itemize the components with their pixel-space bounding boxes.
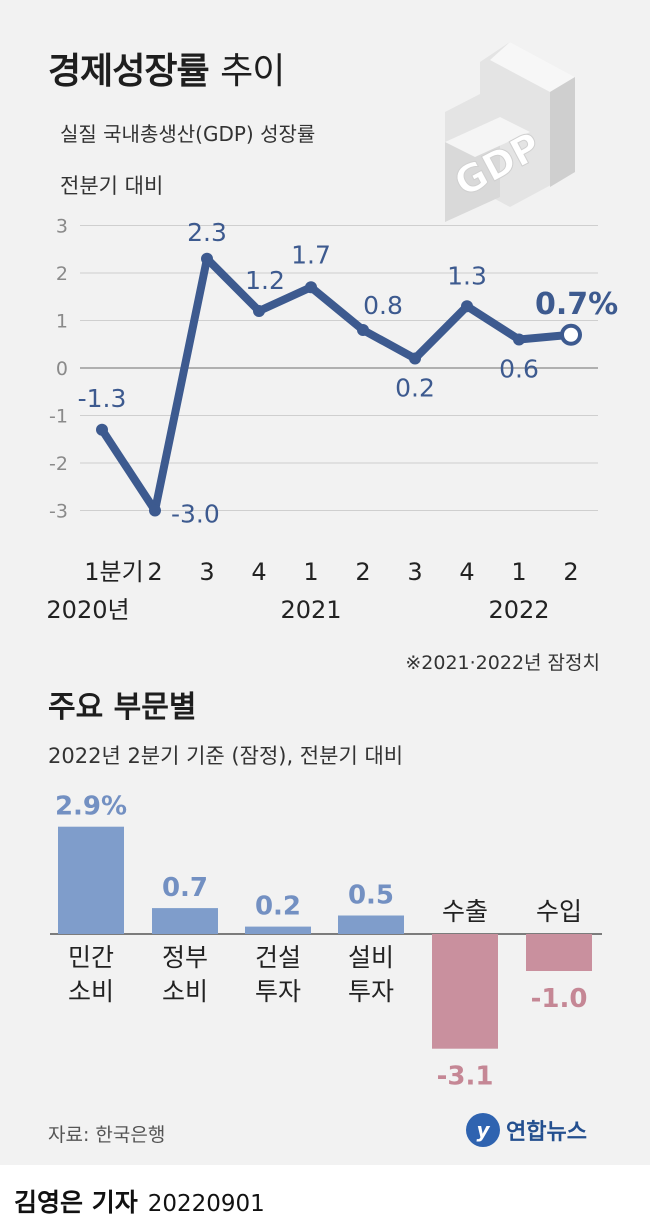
x-tick-label: 4 — [251, 558, 266, 586]
bar-category-label: 민간 — [68, 943, 114, 972]
bar-value-label: -3.1 — [437, 1062, 494, 1092]
data-label: 1.3 — [447, 261, 487, 290]
yonhap-logo-text: 연합뉴스 — [506, 1120, 587, 1145]
bar — [245, 926, 311, 934]
x-tick-label: 4 — [459, 558, 474, 586]
data-label: 0.7% — [535, 287, 618, 322]
unit-label: 전분기 대비 — [60, 174, 164, 198]
year-label: 2022 — [488, 596, 549, 624]
bar-category-label: 수입 — [536, 897, 582, 926]
bar-category-label: 설비 — [348, 943, 394, 972]
y-tick-label: -1 — [49, 406, 68, 428]
data-point — [560, 323, 582, 346]
bar — [58, 826, 124, 934]
y-tick-label: 1 — [56, 311, 68, 333]
bar — [432, 934, 498, 1049]
bar-category-label: 투자 — [348, 977, 394, 1006]
line-gridlines — [80, 225, 598, 511]
yonhap-logo: y 연합뉴스 — [466, 1110, 587, 1150]
bar-value-label: 0.5 — [348, 881, 394, 911]
bar-value-label: 0.7 — [162, 873, 208, 903]
bar-category-label: 정부 — [162, 943, 208, 972]
bar-category-label: 건설 — [255, 943, 301, 972]
bar-value-label: 0.2 — [255, 892, 301, 922]
bar-category-label: 소비 — [68, 977, 114, 1006]
x-tick-label: 1분기 — [84, 558, 143, 586]
page-title: 경제성장률 추이 — [48, 42, 285, 94]
data-label: 1.2 — [245, 266, 285, 295]
bar-series — [50, 826, 602, 1049]
line-value-labels: -1.3 -3.0 2.3 1.21.7 0.8 0.2 1.3 0.6 0.7% — [78, 218, 619, 529]
data-point — [461, 300, 473, 313]
data-point — [513, 333, 525, 346]
line-y-ticks: 3 2 1 0 -1 -2 -3 — [49, 216, 68, 523]
data-label: 2.3 — [187, 218, 227, 247]
yonhap-logo-mark: y — [466, 1113, 500, 1147]
section-title: 주요 부문별 — [48, 690, 197, 725]
data-label: 0.8 — [363, 291, 403, 320]
source-text: 자료: 한국은행 — [48, 1124, 166, 1146]
data-point — [305, 281, 317, 294]
byline: 김영은 기자 20220901 — [14, 1183, 265, 1219]
bar — [152, 908, 218, 934]
x-tick-label: 1 — [511, 558, 526, 586]
data-label: -1.3 — [78, 384, 127, 413]
bar-category-label: 투자 — [255, 977, 301, 1006]
infographic-card: GDP 경제성장률 추이 실질 국내총생산(GDP) 성장률 전분기 대비 3 2… — [0, 0, 650, 1165]
year-label: 2020년 — [46, 596, 129, 624]
bar — [526, 934, 592, 971]
y-tick-label: 2 — [56, 263, 68, 285]
data-label: 0.6 — [499, 355, 539, 384]
x-tick-label: 3 — [407, 558, 422, 586]
reporter: 김영은 기자 — [14, 1188, 138, 1217]
data-point — [253, 305, 265, 317]
x-tick-label: 2 — [147, 558, 162, 586]
bar-category-label: 소비 — [162, 977, 208, 1006]
publish-date: 20220901 — [147, 1191, 265, 1217]
series-line — [98, 254, 575, 515]
year-label: 2021 — [280, 596, 341, 624]
x-tick-label: 1 — [303, 558, 318, 586]
bar-value-label: -1.0 — [531, 984, 588, 1014]
bar-category-label: 수출 — [442, 897, 488, 926]
chart-canvas: 3 2 1 0 -1 -2 -3 -1.3 -3.0 2.3 1.21.7 0.8 0.2 1.3 0.6… — [46, 216, 619, 1092]
line-series — [96, 252, 582, 517]
data-point — [96, 423, 108, 436]
data-label: 1.7 — [291, 240, 331, 269]
subtitle: 실질 국내총생산(GDP) 성장률 — [60, 122, 316, 146]
data-point — [149, 504, 161, 517]
section-basis: 2022년 2분기 기준 (잠정), 전분기 대비 — [48, 744, 404, 768]
provisional-note: ※2021·2022년 잠정치 — [405, 652, 600, 674]
data-label: 0.2 — [395, 374, 435, 403]
x-tick-label: 2 — [355, 558, 370, 586]
data-point — [201, 252, 213, 265]
y-tick-label: 0 — [56, 358, 68, 380]
x-tick-label: 3 — [199, 558, 214, 586]
gdp-illustration: GDP — [445, 42, 575, 222]
bar — [338, 915, 404, 934]
title-bold: 경제성장률 — [48, 51, 210, 92]
data-label: -3.0 — [171, 500, 220, 529]
data-point — [357, 324, 369, 336]
title-light: 추이 — [220, 51, 285, 92]
x-tick-label: 2 — [563, 558, 578, 586]
y-tick-label: 3 — [56, 216, 68, 238]
y-tick-label: -2 — [49, 453, 68, 475]
bar-value-label: 2.9% — [55, 792, 127, 822]
data-point — [409, 352, 421, 365]
y-tick-label: -3 — [49, 501, 68, 523]
